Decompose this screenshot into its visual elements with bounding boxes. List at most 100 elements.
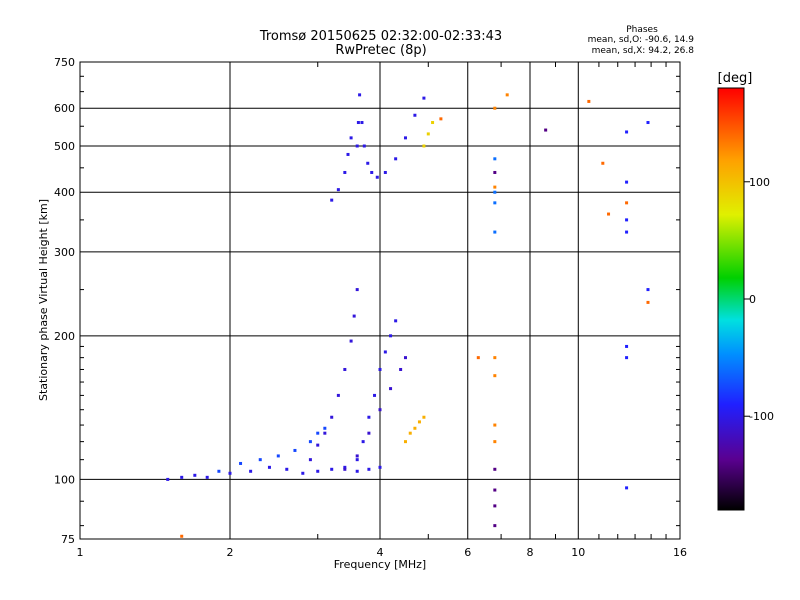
data-point xyxy=(316,443,320,447)
data-point xyxy=(625,130,629,134)
data-point xyxy=(625,201,629,205)
data-point xyxy=(389,334,393,338)
y-tick-label: 500 xyxy=(54,140,75,153)
data-point xyxy=(249,469,253,473)
colorbar-tick-label: 100 xyxy=(749,176,770,189)
data-point xyxy=(349,136,353,140)
plot-frame xyxy=(79,61,681,540)
y-tick-label: 100 xyxy=(54,473,75,486)
data-point xyxy=(493,185,497,189)
data-point xyxy=(323,431,327,435)
data-point xyxy=(431,121,435,125)
x-tick-labels: 1 2 4 6 8 10 16 xyxy=(77,546,688,559)
data-point xyxy=(625,486,629,490)
data-point xyxy=(413,426,417,430)
data-point xyxy=(625,356,629,360)
data-point xyxy=(383,350,387,354)
data-point xyxy=(607,212,611,216)
data-point xyxy=(316,469,320,473)
data-point xyxy=(361,440,365,444)
data-point xyxy=(330,467,334,471)
data-point xyxy=(355,144,359,148)
data-point xyxy=(646,300,650,304)
data-point xyxy=(378,408,382,412)
data-point xyxy=(493,356,497,360)
data-point xyxy=(493,467,497,471)
data-point xyxy=(646,121,650,125)
chart-subtitle: RwPretec (8p) xyxy=(335,43,426,58)
data-point xyxy=(493,504,497,508)
data-point xyxy=(544,128,548,132)
data-point xyxy=(373,393,377,397)
data-point xyxy=(352,314,356,318)
data-point xyxy=(336,188,340,192)
data-point xyxy=(293,448,297,452)
data-point xyxy=(625,218,629,222)
data-point xyxy=(399,367,403,371)
data-point xyxy=(587,99,591,103)
y-tick-label: 600 xyxy=(54,102,75,115)
data-point xyxy=(601,161,605,165)
data-point xyxy=(493,170,497,174)
x-tick-label: 4 xyxy=(377,546,384,559)
data-point xyxy=(493,440,497,444)
data-point xyxy=(625,230,629,234)
stats-line-x: mean, sd,X: 94.2, 26.8 xyxy=(592,46,695,56)
data-point xyxy=(383,170,387,174)
data-point xyxy=(625,180,629,184)
stats-heading: Phases xyxy=(626,25,658,35)
data-point xyxy=(378,465,382,469)
data-point xyxy=(389,387,393,391)
data-point xyxy=(205,475,209,479)
data-point xyxy=(493,488,497,492)
data-point xyxy=(493,374,497,378)
data-point xyxy=(378,367,382,371)
data-point xyxy=(330,415,334,419)
data-point xyxy=(646,288,650,292)
data-point xyxy=(505,93,509,97)
data-point xyxy=(355,469,359,473)
grid-lines xyxy=(80,62,680,539)
data-point xyxy=(355,454,359,458)
x-tick-label: 16 xyxy=(673,546,687,559)
data-point xyxy=(323,426,327,430)
data-point xyxy=(403,440,407,444)
data-point xyxy=(493,230,497,234)
data-point xyxy=(493,157,497,161)
y-tick-label: 750 xyxy=(54,56,75,69)
x-tick-label: 8 xyxy=(527,546,534,559)
axis-ticks xyxy=(80,62,680,539)
data-point xyxy=(417,420,421,424)
x-axis-label: Frequency [MHz] xyxy=(334,558,426,571)
data-point xyxy=(367,467,371,471)
data-point xyxy=(370,170,374,174)
data-point xyxy=(276,454,280,458)
data-point xyxy=(493,201,497,205)
x-tick-label: 6 xyxy=(464,546,471,559)
data-point xyxy=(217,469,221,473)
x-tick-label: 1 xyxy=(77,546,84,559)
data-point xyxy=(394,157,398,161)
data-point xyxy=(349,339,353,343)
data-point xyxy=(355,458,359,462)
data-point xyxy=(360,121,364,125)
colorbar xyxy=(717,87,745,511)
data-point xyxy=(180,534,184,538)
x-tick-label: 2 xyxy=(227,546,234,559)
data-point xyxy=(426,132,430,136)
data-point xyxy=(301,471,305,475)
stats-line-o: mean, sd,O: -90.6, 14.9 xyxy=(588,35,695,45)
y-tick-label: 75 xyxy=(61,533,75,546)
data-point xyxy=(355,288,359,292)
y-axis-label: Stationary phase Virtual Height [km] xyxy=(37,199,50,401)
data-point xyxy=(367,415,371,419)
data-point xyxy=(258,458,262,462)
data-point xyxy=(308,440,312,444)
data-point xyxy=(356,121,360,125)
data-point xyxy=(316,431,320,435)
data-point xyxy=(493,524,497,528)
colorbar-tick-label: -100 xyxy=(749,410,774,423)
data-points xyxy=(166,93,650,538)
data-point xyxy=(439,117,443,121)
